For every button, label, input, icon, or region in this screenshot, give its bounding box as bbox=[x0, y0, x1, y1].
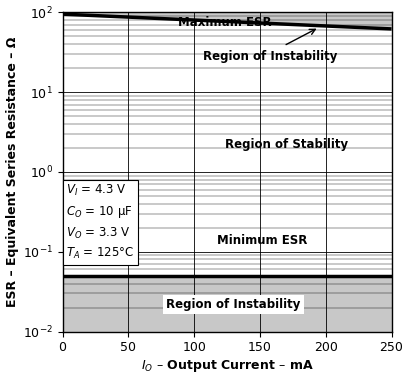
Y-axis label: ESR – Equivalent Series Resistance – Ω: ESR – Equivalent Series Resistance – Ω bbox=[6, 37, 18, 307]
Text: Maximum ESR: Maximum ESR bbox=[178, 16, 272, 29]
Text: Region of Stability: Region of Stability bbox=[225, 138, 348, 151]
Text: Region of Instability: Region of Instability bbox=[203, 50, 338, 63]
Text: Region of Instability: Region of Instability bbox=[166, 298, 301, 311]
Text: $V_I$ = 4.3 V
$C_O$ = 10 μF
$V_O$ = 3.3 V
$T_A$ = 125°C: $V_I$ = 4.3 V $C_O$ = 10 μF $V_O$ = 3.3 … bbox=[67, 183, 135, 261]
X-axis label: $I_O$ – Output Current – mA: $I_O$ – Output Current – mA bbox=[141, 358, 313, 374]
Text: Minimum ESR: Minimum ESR bbox=[217, 234, 308, 247]
